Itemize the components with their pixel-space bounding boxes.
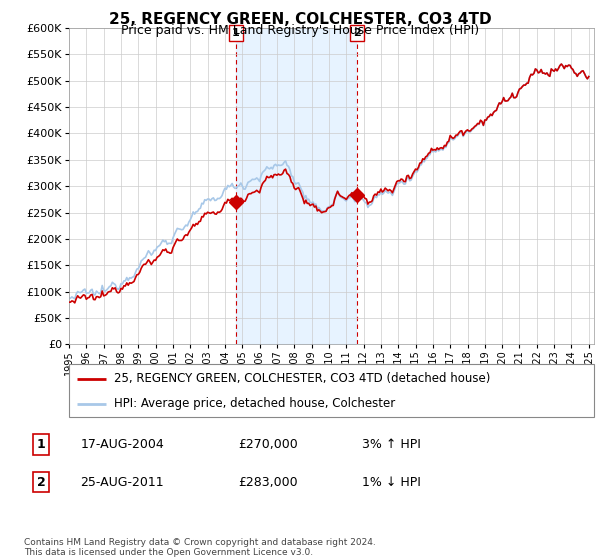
Text: 2: 2 <box>37 475 45 488</box>
Text: £283,000: £283,000 <box>238 475 298 488</box>
Text: Price paid vs. HM Land Registry's House Price Index (HPI): Price paid vs. HM Land Registry's House … <box>121 24 479 37</box>
Text: 17-AUG-2004: 17-AUG-2004 <box>80 438 164 451</box>
Text: 25, REGENCY GREEN, COLCHESTER, CO3 4TD (detached house): 25, REGENCY GREEN, COLCHESTER, CO3 4TD (… <box>113 372 490 385</box>
Text: 2: 2 <box>353 28 361 38</box>
Text: Contains HM Land Registry data © Crown copyright and database right 2024.
This d: Contains HM Land Registry data © Crown c… <box>24 538 376 557</box>
Text: 1% ↓ HPI: 1% ↓ HPI <box>362 475 421 488</box>
Text: HPI: Average price, detached house, Colchester: HPI: Average price, detached house, Colc… <box>113 398 395 410</box>
FancyBboxPatch shape <box>69 364 594 417</box>
Text: 1: 1 <box>37 438 45 451</box>
Text: 25-AUG-2011: 25-AUG-2011 <box>80 475 164 488</box>
Text: £270,000: £270,000 <box>238 438 298 451</box>
Text: 25, REGENCY GREEN, COLCHESTER, CO3 4TD: 25, REGENCY GREEN, COLCHESTER, CO3 4TD <box>109 12 491 27</box>
Text: 1: 1 <box>232 28 240 38</box>
Text: 3% ↑ HPI: 3% ↑ HPI <box>362 438 421 451</box>
